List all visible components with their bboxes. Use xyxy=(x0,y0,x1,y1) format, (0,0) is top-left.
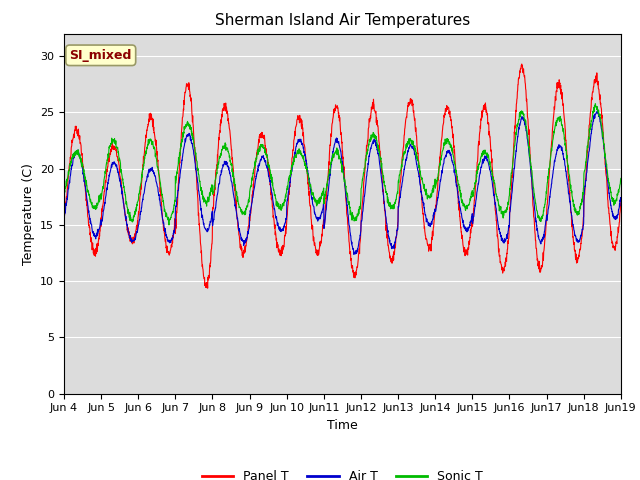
Panel T xyxy=(504,237,512,243)
Panel T xyxy=(216,130,223,136)
Air T xyxy=(371,139,379,145)
Panel T xyxy=(371,108,379,114)
Panel T xyxy=(518,61,525,67)
Air T xyxy=(60,216,68,221)
Line: Sonic T: Sonic T xyxy=(64,104,621,225)
Legend: Panel T, Air T, Sonic T: Panel T, Air T, Sonic T xyxy=(196,465,488,480)
Panel T xyxy=(60,218,68,224)
Air T xyxy=(216,180,223,186)
Sonic T xyxy=(60,192,68,197)
Air T xyxy=(594,108,602,113)
Sonic T xyxy=(359,177,367,183)
Panel T xyxy=(617,199,625,205)
Panel T xyxy=(584,149,591,155)
Air T xyxy=(568,213,575,218)
Sonic T xyxy=(504,202,512,207)
Panel T xyxy=(204,285,211,291)
Air T xyxy=(584,163,591,169)
Air T xyxy=(359,209,367,215)
Air T xyxy=(617,195,625,201)
Sonic T xyxy=(216,155,223,161)
Sonic T xyxy=(568,188,575,194)
Sonic T xyxy=(371,133,379,139)
Sonic T xyxy=(617,176,625,181)
Title: Sherman Island Air Temperatures: Sherman Island Air Temperatures xyxy=(215,13,470,28)
Sonic T xyxy=(584,143,591,149)
Air T xyxy=(504,228,512,233)
Sonic T xyxy=(165,222,173,228)
Y-axis label: Temperature (C): Temperature (C) xyxy=(22,163,35,264)
X-axis label: Time: Time xyxy=(327,419,358,432)
Line: Panel T: Panel T xyxy=(64,64,621,288)
Air T xyxy=(350,252,358,257)
Panel T xyxy=(359,198,367,204)
Sonic T xyxy=(591,101,599,107)
Panel T xyxy=(568,217,576,223)
Line: Air T: Air T xyxy=(64,110,621,254)
Text: SI_mixed: SI_mixed xyxy=(70,49,132,62)
